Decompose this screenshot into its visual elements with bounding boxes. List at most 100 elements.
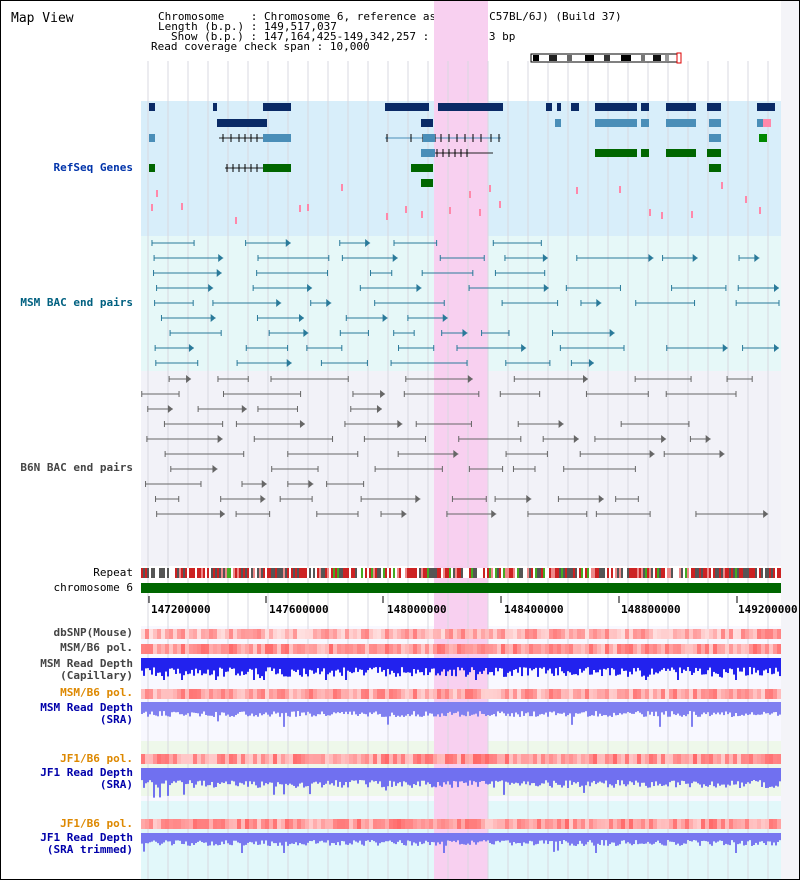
axis-tick-label: 149200000 (738, 603, 798, 616)
gene-block (555, 119, 561, 127)
gene-block (666, 149, 696, 157)
gene-block (641, 119, 649, 127)
gene-mark (299, 205, 301, 212)
gene-mark (449, 207, 451, 214)
gene-block (707, 103, 721, 111)
gene-block (709, 119, 721, 127)
axis-tick-label: 148400000 (504, 603, 564, 616)
gene-mark (235, 217, 237, 224)
track-label-msm-b6-pol-sra[interactable]: MSM/B6 pol. (60, 686, 133, 699)
jf1-read-depth-sra-trimmed (141, 833, 781, 853)
repeat-track (141, 568, 781, 578)
gene-block (149, 164, 155, 172)
gene-block (763, 119, 771, 127)
gene-mark (421, 211, 423, 218)
gene-block (438, 103, 503, 111)
b6n-bac-end-pairs (141, 376, 769, 517)
axis-tick-label: 148800000 (621, 603, 681, 616)
track-label-repeat[interactable]: Repeat (93, 566, 133, 579)
gene-mark (156, 190, 158, 197)
gene-mark (721, 182, 723, 189)
track-label-refseq-genes[interactable]: RefSeq Genes (53, 161, 133, 174)
gene-block (263, 164, 291, 172)
gene-mark (469, 191, 471, 198)
gene-block (385, 103, 429, 111)
info-coverage-span: Read coverage check span : 10,000 (151, 40, 370, 53)
gene-mark (691, 211, 693, 218)
gene-block (641, 149, 649, 157)
track-label-msm-bac-end-pairs[interactable]: MSM BAC end pairs (20, 296, 133, 309)
gene-mark (181, 203, 183, 210)
track-label-msm-b6-pol[interactable]: MSM/B6 pol. (60, 641, 133, 654)
axis-tick-label: 147600000 (269, 603, 329, 616)
track-label-msm-read-depth-capillary[interactable]: MSM Read Depth (Capillary) (40, 657, 133, 682)
gene-block (707, 149, 721, 157)
selection-highlight-band (434, 1, 488, 879)
gene-block (217, 119, 267, 127)
chromosome-bar (141, 583, 781, 593)
gene-block (666, 103, 696, 111)
gene-block (595, 149, 637, 157)
gene-block (149, 103, 155, 111)
gene-block (641, 103, 649, 111)
msm-read-depth-capillary (141, 658, 781, 680)
gene-mark (479, 209, 481, 216)
gene-block (411, 164, 433, 172)
gene-block (757, 119, 763, 127)
track-label-jf1-read-depth-sra-trimmed[interactable]: JF1 Read Depth (SRA trimmed) (40, 831, 133, 856)
track-label-chromosome[interactable]: chromosome 6 (53, 581, 133, 594)
gene-block (213, 103, 217, 111)
gene-block (263, 134, 291, 142)
jf1-b6-pol-2-heatmap (141, 819, 781, 829)
axis-ticks (148, 596, 738, 603)
gene-block (423, 134, 435, 142)
track-label-b6n-bac-end-pairs[interactable]: B6N BAC end pairs (20, 461, 133, 474)
msm-bac-end-pairs (151, 240, 780, 366)
gene-block (421, 179, 433, 187)
gene-block (263, 103, 291, 111)
dbsnp-heatmap (141, 629, 781, 639)
gene-mark (649, 209, 651, 216)
gene-block (557, 103, 561, 111)
vertical-gridlines (147, 61, 769, 879)
right-scroll-strip (781, 1, 799, 879)
track-label-jf1-b6-pol-2[interactable]: JF1/B6 pol. (60, 817, 133, 830)
chromosome-ideogram (530, 52, 682, 64)
gene-block (757, 103, 775, 111)
axis-tick-label: 147200000 (151, 603, 211, 616)
gene-mark (151, 204, 153, 211)
track-label-jf1-read-depth-sra[interactable]: JF1 Read Depth (SRA) (40, 766, 133, 791)
track-label-dbsnp[interactable]: dbSNP(Mouse) (53, 626, 133, 639)
axis-tick-label: 148000000 (387, 603, 447, 616)
gene-block (709, 164, 721, 172)
jf1-read-depth-sra (141, 768, 781, 798)
gene-mark (489, 185, 491, 192)
msm-b6-pol-heatmap (141, 644, 781, 654)
gene-block (709, 134, 721, 142)
msm-read-depth-sra (141, 702, 781, 727)
gene-block (571, 103, 579, 111)
gene-mark (341, 184, 343, 191)
gene-block (595, 119, 637, 127)
msm-b6-pol-sra-heatmap (141, 689, 781, 699)
gene-mark (405, 206, 407, 213)
page-title: Map View (11, 11, 74, 26)
info-length: Length (b.p.) : 149,517,037 (158, 20, 337, 33)
gene-mark (759, 207, 761, 214)
gene-mark (499, 201, 501, 208)
gene-block (759, 134, 767, 142)
gene-block (666, 119, 696, 127)
gene-mark (386, 213, 388, 220)
gene-block (149, 134, 155, 142)
gene-block (595, 103, 637, 111)
gene-mark (661, 212, 663, 219)
gene-mark (576, 187, 578, 194)
gene-block (421, 149, 435, 157)
gene-block (546, 103, 552, 111)
refseq-genes (149, 103, 775, 224)
track-label-jf1-b6-pol[interactable]: JF1/B6 pol. (60, 752, 133, 765)
track-label-msm-read-depth-sra[interactable]: MSM Read Depth (SRA) (40, 701, 133, 726)
gene-mark (307, 204, 309, 211)
